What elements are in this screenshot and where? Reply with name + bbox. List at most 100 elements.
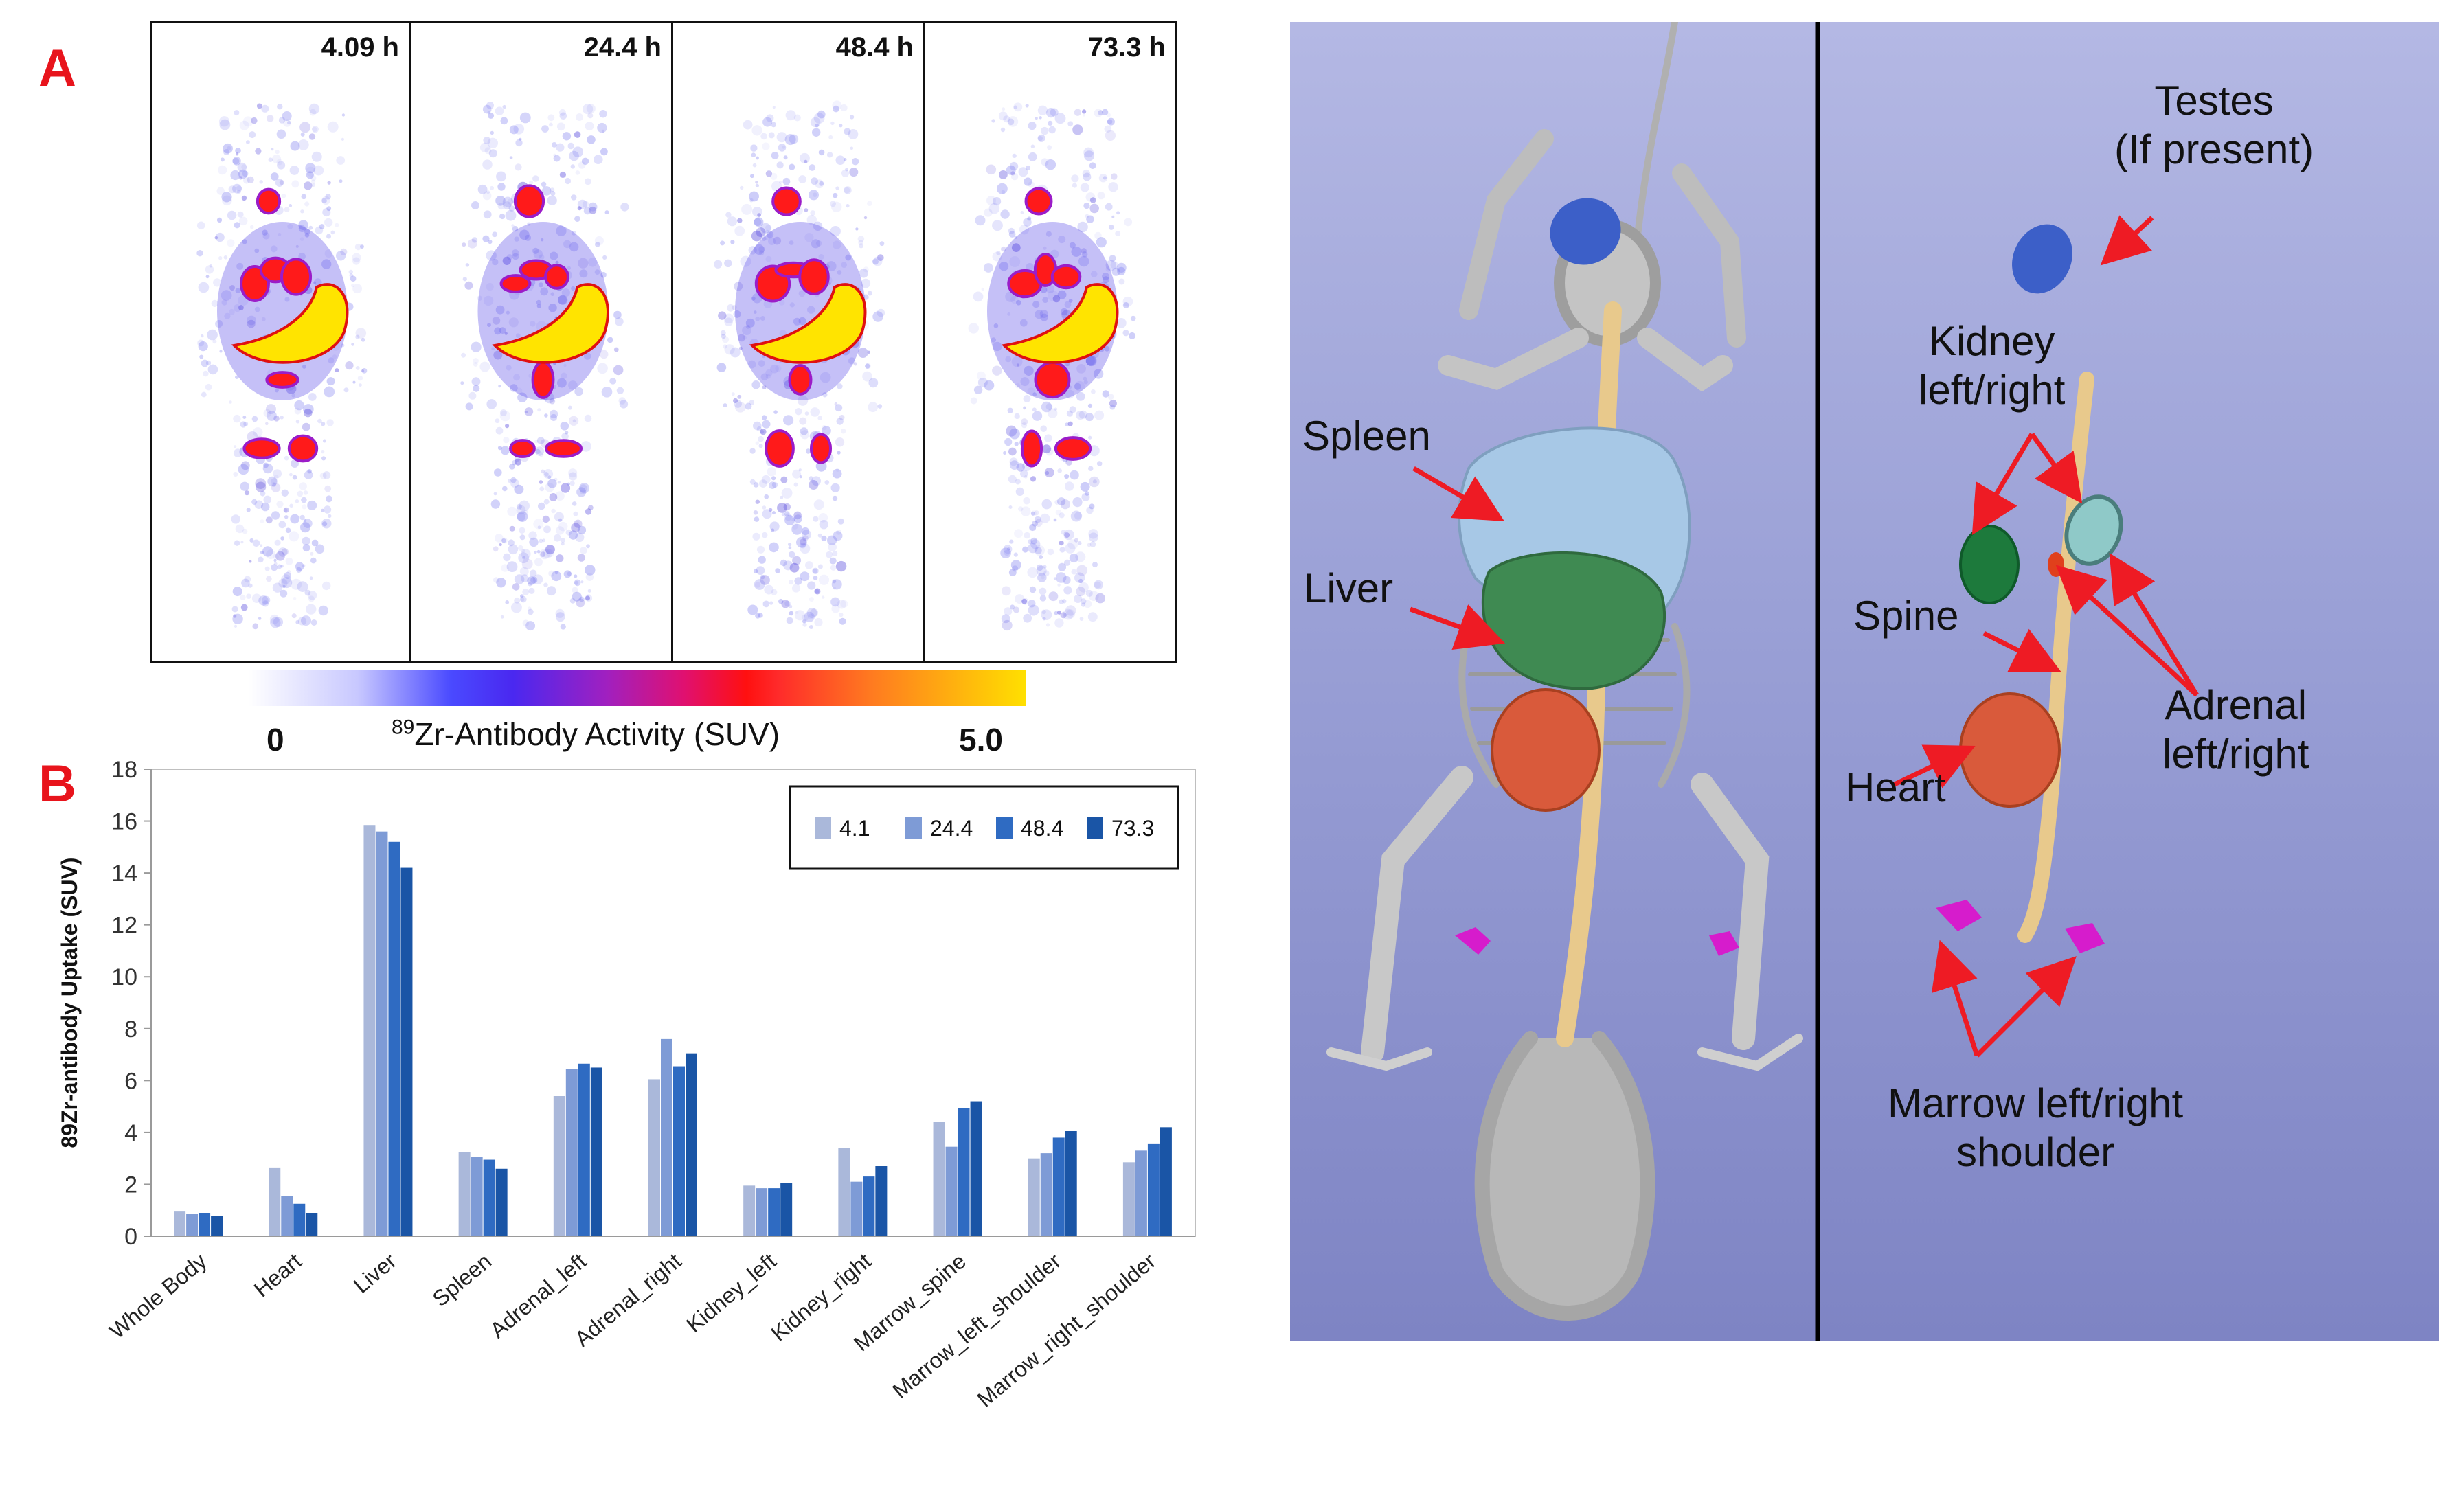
pet-signal-dot xyxy=(1083,202,1090,209)
pet-signal-dot xyxy=(778,144,787,152)
pet-scan-image xyxy=(460,102,629,631)
pet-signal-dot xyxy=(733,398,738,404)
pet-signal-dot xyxy=(758,360,765,367)
pet-signal-dot xyxy=(773,236,782,245)
pet-signal-dot xyxy=(216,187,225,195)
pet-signal-dot xyxy=(1083,376,1087,381)
pet-signal-dot xyxy=(299,482,307,490)
pet-signal-dot xyxy=(223,143,233,154)
pet-signal-dot xyxy=(349,273,354,277)
pet-signal-dot xyxy=(833,531,843,541)
pet-signal-dot xyxy=(1020,211,1024,214)
colorbar-title-superscript: 89 xyxy=(392,716,415,739)
pet-signal-dot xyxy=(819,181,824,186)
pet-signal-dot xyxy=(205,265,214,274)
pet-signal-dot xyxy=(1065,389,1074,399)
pet-signal-dot xyxy=(811,476,821,486)
pet-signal-dot xyxy=(1104,345,1110,352)
pet-signal-dot xyxy=(310,619,317,626)
pet-signal-dot xyxy=(837,451,841,455)
pet-signal-dot xyxy=(828,135,833,139)
pet-signal-dot xyxy=(731,392,735,396)
pet-signal-dot xyxy=(1035,310,1044,319)
pet-signal-dot xyxy=(1086,506,1094,514)
pet-signal-dot xyxy=(757,213,761,217)
pet-signal-dot xyxy=(585,122,594,131)
pet-signal-dot xyxy=(460,381,464,385)
pet-signal-dot xyxy=(1048,408,1058,418)
pet-signal-dot xyxy=(973,385,983,394)
pet-signal-dot xyxy=(534,558,543,567)
pet-signal-dot xyxy=(760,575,770,585)
pet-signal-dot xyxy=(1030,476,1037,482)
pet-signal-dot xyxy=(495,426,504,435)
pet-signal-dot xyxy=(1048,120,1053,126)
pet-signal-dot xyxy=(1045,403,1053,410)
pet-signal-dot xyxy=(277,564,282,569)
pet-signal-dot xyxy=(355,334,360,339)
pet-signal-dot xyxy=(515,163,522,171)
pet-signal-dot xyxy=(587,589,591,593)
pet-signal-dot xyxy=(798,290,806,297)
pet-signal-dot xyxy=(764,494,769,499)
pet-signal-dot xyxy=(765,225,772,231)
bar xyxy=(780,1183,793,1236)
pet-signal-dot xyxy=(810,407,820,417)
pet-signal-dot xyxy=(304,181,313,190)
pet-signal-dot xyxy=(553,155,561,162)
pet-signal-dot xyxy=(1074,594,1083,604)
pet-signal-dot xyxy=(791,523,798,530)
pet-signal-dot xyxy=(537,525,541,530)
pet-signal-dot xyxy=(822,595,825,599)
pet-hotspot xyxy=(509,439,536,458)
pet-signal-dot xyxy=(236,190,241,194)
pet-signal-dot xyxy=(868,378,879,388)
pet-signal-dot xyxy=(573,511,578,516)
pet-signal-dot xyxy=(278,117,286,124)
pet-signal-dot xyxy=(495,305,505,315)
pet-signal-dot xyxy=(227,146,231,151)
pet-signal-dot xyxy=(341,343,345,348)
pet-signal-dot xyxy=(556,143,565,152)
pet-signal-dot xyxy=(1057,468,1062,473)
pet-signal-dot xyxy=(1109,399,1117,407)
pet-signal-dot xyxy=(465,263,470,267)
pet-signal-dot xyxy=(351,284,354,288)
pet-signal-dot xyxy=(560,624,566,630)
pet-signal-dot xyxy=(519,137,522,141)
pet-signal-dot xyxy=(564,431,569,435)
pet-signal-dot xyxy=(499,543,502,547)
pet-hotspot xyxy=(1024,187,1053,216)
pet-signal-dot xyxy=(541,125,549,133)
pet-signal-dot xyxy=(1085,192,1096,202)
pet-signal-dot xyxy=(543,582,548,587)
pet-signal-dot xyxy=(241,578,250,588)
pet-signal-dot xyxy=(544,472,549,477)
pet-signal-dot xyxy=(495,418,500,424)
legend-label: 24.4 xyxy=(930,816,973,841)
pet-signal-dot xyxy=(777,503,787,513)
pet-signal-dot xyxy=(510,602,522,613)
pet-signal-dot xyxy=(508,539,515,547)
pet-signal-dot xyxy=(567,142,574,150)
pet-signal-dot xyxy=(1122,330,1129,337)
pet-signal-dot xyxy=(261,104,269,113)
pet-signal-dot xyxy=(525,621,536,631)
pet-signal-dot xyxy=(541,469,545,474)
pet-signal-dot xyxy=(812,128,821,137)
pet-hotspot xyxy=(242,437,281,459)
panel-a-letter: A xyxy=(38,39,76,98)
pet-signal-dot xyxy=(574,521,580,527)
pet-signal-dot xyxy=(1008,231,1016,238)
pet-signal-dot xyxy=(818,149,825,156)
pet-signal-dot xyxy=(221,299,227,306)
kidney-right-shape xyxy=(2064,494,2123,566)
anatomy-illustration xyxy=(1326,22,2199,1341)
pet-signal-dot xyxy=(831,579,842,590)
pet-signal-dot xyxy=(781,600,790,608)
pet-signal-dot xyxy=(468,391,477,400)
pet-signal-dot xyxy=(1009,256,1021,267)
pet-signal-dot xyxy=(248,583,253,588)
pet-signal-dot xyxy=(1081,251,1088,258)
pet-signal-dot xyxy=(552,142,557,148)
